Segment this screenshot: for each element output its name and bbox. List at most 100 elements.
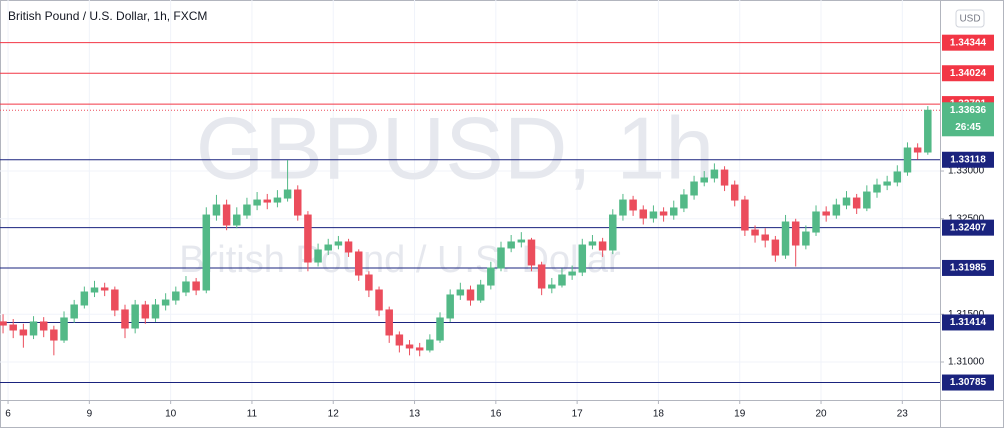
candle-body <box>304 214 312 263</box>
level-label-box <box>942 34 994 51</box>
candle-body <box>151 304 160 319</box>
x-tick-label: 13 <box>409 409 421 420</box>
grid <box>0 0 940 400</box>
candle-body <box>873 184 881 193</box>
level-label: 1.30785 <box>950 377 987 388</box>
candle-body <box>903 147 912 173</box>
axes: 1.31000 1.31500 1.32500 1.33000 6 9 10 11 12 13 16… <box>5 34 994 420</box>
watermark-subtitle: British Pound / U.S. Dollar <box>179 239 621 281</box>
last-price-box <box>942 102 994 137</box>
candle-body <box>812 211 820 233</box>
candle-body <box>375 289 383 311</box>
candle-body <box>212 204 221 216</box>
candle-body <box>192 281 200 291</box>
candle-body <box>141 304 150 319</box>
currency-label[interactable]: USD <box>959 14 980 25</box>
watermark: GBPUSD, 1h <box>196 98 714 197</box>
candle-body <box>558 274 566 286</box>
candle-body <box>771 239 780 256</box>
candle-body <box>680 194 688 209</box>
candle-body <box>283 189 292 199</box>
y-tick-label: 1.31500 <box>948 309 985 320</box>
candle-body <box>669 207 678 216</box>
candle-body <box>730 184 739 201</box>
x-tick-label: 11 <box>247 409 258 420</box>
candle-body <box>456 289 465 296</box>
candle-body <box>639 209 648 219</box>
candle-body <box>9 324 17 331</box>
candle-body <box>344 241 353 253</box>
x-tick-label: 18 <box>653 409 665 420</box>
level-label: 1.34344 <box>950 37 987 48</box>
candle-body <box>243 204 251 216</box>
candle-body <box>781 221 790 256</box>
candle-body <box>70 304 78 319</box>
candle-body <box>710 169 719 179</box>
y-tick-label: 1.33000 <box>948 166 985 177</box>
candle-body <box>405 344 414 349</box>
candle-body <box>822 211 830 216</box>
candle-body <box>273 197 282 203</box>
candle-body <box>497 247 505 269</box>
candle-body <box>578 244 587 273</box>
candle-body <box>619 199 627 216</box>
candle-body <box>842 197 851 206</box>
level-label-box <box>942 151 994 168</box>
candle-body <box>741 199 749 231</box>
candle-body <box>415 347 424 351</box>
candle-body <box>761 234 769 241</box>
candle-body <box>863 191 871 209</box>
candle-body <box>700 177 708 183</box>
level-label-box <box>942 374 994 391</box>
candle-body <box>568 271 576 276</box>
candle-body <box>517 239 526 243</box>
candle-body <box>111 289 119 311</box>
candle-body <box>883 181 891 186</box>
candle-body <box>202 214 211 291</box>
candle-body <box>659 211 668 216</box>
y-tick-label: 1.31000 <box>948 357 985 368</box>
x-tick-label: 16 <box>490 409 502 420</box>
level-label-box <box>942 219 994 236</box>
x-tick-label: 20 <box>815 409 827 420</box>
candle-body <box>50 329 58 341</box>
candles <box>0 106 932 357</box>
x-tick-label: 19 <box>734 409 746 420</box>
candle-body <box>426 339 434 351</box>
candle-body <box>60 317 68 341</box>
candle-body <box>90 287 99 293</box>
candle-body <box>436 317 444 341</box>
candle-body <box>690 181 698 196</box>
candle-body <box>233 214 241 226</box>
candle-body <box>476 284 485 301</box>
x-tick-label: 9 <box>87 409 93 420</box>
candle-body <box>913 147 922 153</box>
candle-body <box>791 221 800 246</box>
candle-body <box>466 289 475 301</box>
candle-body <box>537 264 546 289</box>
candle-body <box>354 251 363 276</box>
y-tick-label: 1.32500 <box>948 213 985 224</box>
candle-body <box>19 329 28 336</box>
candle-body <box>832 204 841 216</box>
chart-title: British Pound / U.S. Dollar, 1h, FXCM <box>8 9 207 23</box>
x-tick-label: 6 <box>5 409 11 420</box>
level-label: 1.33118 <box>950 154 986 165</box>
x-tick-label: 12 <box>328 409 340 420</box>
candle-body <box>385 309 393 336</box>
x-tick-label: 23 <box>897 409 909 420</box>
candle-body <box>293 189 302 216</box>
level-label: 1.31414 <box>950 317 987 328</box>
currency-button[interactable] <box>955 9 985 28</box>
candle-body <box>720 169 729 186</box>
candle-body <box>588 241 597 246</box>
last-price-label: 1.33636 <box>950 105 987 116</box>
countdown-label: 26:45 <box>955 122 981 133</box>
candle-body <box>395 334 404 346</box>
candle-body <box>365 274 373 291</box>
candle-body <box>80 291 89 306</box>
candle-body <box>507 241 515 249</box>
candle-body <box>609 214 617 251</box>
